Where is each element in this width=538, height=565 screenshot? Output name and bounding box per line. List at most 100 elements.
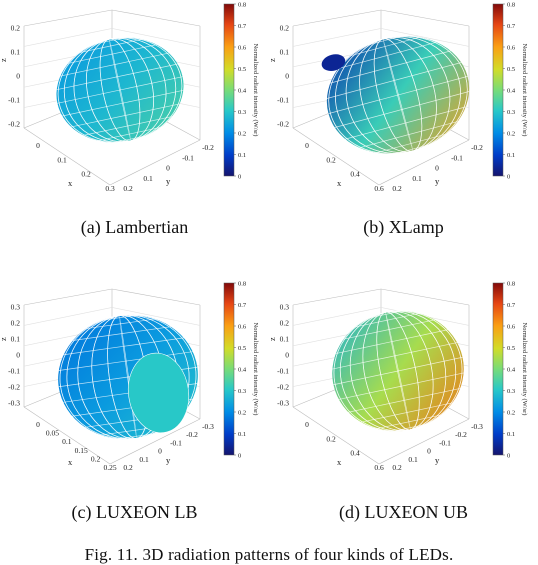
colorbar-tick-d: 0.7 xyxy=(507,302,516,309)
chart-caption-b: (b) XLamp xyxy=(363,217,444,237)
z-tick-a: 0 xyxy=(16,72,20,81)
chart-svg-a: 0.2 0.1 0 -0.1 -0.2 z 0 0.1 0.2 0.3 x 0.2 0.1 0 -0.1 -0… xyxy=(0,2,259,194)
y-tick-a: -0.2 xyxy=(202,143,214,152)
surface-b xyxy=(321,35,470,155)
z-tick-a: 0.1 xyxy=(11,48,21,57)
y-axis-label-a: y xyxy=(166,176,171,186)
figure-caption: Fig. 11. 3D radiation patterns of four k… xyxy=(84,545,454,564)
z-tick-a: -0.2 xyxy=(8,120,20,129)
chart-panel-a: 0.2 0.1 0 -0.1 -0.2 z 0 0.1 0.2 0.3 x 0.2 0.1 0 -0.1 -0… xyxy=(0,0,269,279)
colorbar-tick-b: 0.2 xyxy=(507,131,515,138)
z-tick-c: 0.3 xyxy=(11,303,21,312)
y-axis-label-b: y xyxy=(435,176,440,186)
colorbar-tick-c: 0.5 xyxy=(238,345,246,352)
z-axis-label-a: z xyxy=(0,58,8,62)
colorbar-tick-d: 0.3 xyxy=(507,388,515,395)
colorbar-label-c: Normalized radiant intensity (W/sr) xyxy=(252,323,259,416)
y-tick-c: -0.1 xyxy=(170,438,182,447)
z-tick-d: 0.1 xyxy=(280,335,290,344)
y-tick-d: 0.1 xyxy=(408,455,418,464)
x-tick-c: 0.05 xyxy=(46,429,59,438)
colorbar-tick-a: 0.6 xyxy=(238,45,247,52)
z-tick-c: -0.1 xyxy=(8,367,20,376)
colorbar-a: 0 0.1 0.2 0.3 0.4 0.5 0.6 0.7 0.8 Normalized radi… xyxy=(223,2,259,181)
colorbar-tick-a: 0.3 xyxy=(238,109,246,116)
x-tick-a: 0.3 xyxy=(105,184,115,193)
surface-a xyxy=(56,37,184,143)
colorbar-tick-d: 0.6 xyxy=(507,324,516,331)
colorbar-b: 0 0.1 0.2 0.3 0.4 0.5 0.6 0.7 0.8 Normalized radi… xyxy=(492,2,528,181)
y-tick-c: 0 xyxy=(158,447,162,456)
y-tick-d: -0.2 xyxy=(455,430,467,439)
chart-svg-d: 0.3 0.2 0.1 0 -0.1 -0.2 -0.3 z 0 0.2 0.4 0.6 x 0.2 0.1… xyxy=(269,281,528,473)
chart-caption-c: (c) LUXEON LB xyxy=(71,502,198,522)
x-tick-a: 0 xyxy=(36,141,40,150)
x-tick-c: 0.25 xyxy=(103,463,116,472)
y-tick-c: -0.3 xyxy=(202,422,214,431)
y-tick-a: 0 xyxy=(166,164,170,173)
colorbar-tick-a: 0.5 xyxy=(238,66,246,73)
y-tick-b: 0 xyxy=(435,164,439,173)
y-tick-a: 0.2 xyxy=(123,184,133,193)
z-tick-c: -0.2 xyxy=(8,383,20,392)
colorbar-label-a: Normalized radiant intensity (W/sr) xyxy=(252,44,259,137)
colorbar-tick-c: 0.8 xyxy=(238,281,246,288)
chart-panel-d: 0.3 0.2 0.1 0 -0.1 -0.2 -0.3 z 0 0.2 0.4 0.6 x 0.2 0.1… xyxy=(269,279,538,558)
z-tick-d: 0.3 xyxy=(280,303,290,312)
colorbar-tick-b: 0.5 xyxy=(507,66,515,73)
x-tick-a: 0.1 xyxy=(57,155,67,164)
y-tick-b: -0.2 xyxy=(471,143,483,152)
colorbar-tick-c: 0.6 xyxy=(238,324,247,331)
z-tick-a: -0.1 xyxy=(8,96,20,105)
surface-mesh-b xyxy=(326,35,470,155)
colorbar-bar-b xyxy=(492,3,504,177)
x-tick-c: 0 xyxy=(36,420,40,429)
colorbar-bar-d xyxy=(492,282,504,456)
x-tick-c: 0.2 xyxy=(91,454,101,463)
x-tick-d: 0.6 xyxy=(374,463,384,472)
chart-caption-d: (d) LUXEON UB xyxy=(339,502,468,522)
z-tick-c: 0.2 xyxy=(11,319,21,328)
colorbar-tick-c: 0.4 xyxy=(238,367,247,374)
z-axis-label-b: z xyxy=(269,58,277,62)
y-tick-c: 0.1 xyxy=(139,455,149,464)
z-tick-b: 0 xyxy=(285,72,289,81)
colorbar-tick-b: 0.6 xyxy=(507,45,516,52)
x-tick-c: 0.15 xyxy=(75,446,88,455)
x-tick-a: 0.2 xyxy=(81,170,91,179)
colorbar-tick-d: 0.8 xyxy=(507,281,515,288)
chart-svg-b: 0.2 0.1 0 -0.1 -0.2 z 0 0.2 0.4 0.6 x 0.2 0.1 0 -0.1 -0… xyxy=(269,2,528,194)
colorbar-tick-a: 0.8 xyxy=(238,2,246,9)
colorbar-tick-a: 0.7 xyxy=(238,23,247,30)
colorbar-label-b: Normalized radiant intensity (W/sr) xyxy=(521,44,528,137)
colorbar-tick-d: 0.2 xyxy=(507,410,515,417)
z-tick-c: -0.3 xyxy=(8,399,20,408)
colorbar-tick-b: 0.4 xyxy=(507,88,516,95)
z-tick-c: 0.1 xyxy=(11,335,21,344)
z-tick-b: -0.2 xyxy=(277,120,289,129)
colorbar-tick-a: 0 xyxy=(238,174,241,181)
chart-svg-c: 0.30.20.10-0.1-0.2-0.3z00.050.10.150.20.… xyxy=(0,281,259,473)
x-axis-label-c: x xyxy=(68,457,73,467)
chart-caption-a: (a) Lambertian xyxy=(80,217,189,237)
y-tick-d: -0.3 xyxy=(471,422,483,431)
z-tick-b: 0.2 xyxy=(280,24,290,33)
y-tick-b: 0.2 xyxy=(392,184,402,193)
y-tick-d: 0 xyxy=(427,447,431,456)
colorbar-label-d: Normalized radiant intensity (W/sr) xyxy=(521,323,528,416)
colorbar-c: 0 0.1 0.2 0.3 0.4 0.5 0.6 0.7 0.8 Normalized radi… xyxy=(223,281,259,460)
colorbar-d: 0 0.1 0.2 0.3 0.4 0.5 0.6 0.7 0.8 Normalized radi… xyxy=(492,281,528,460)
colorbar-tick-c: 0.7 xyxy=(238,302,247,309)
y-axis-label-d: y xyxy=(435,455,440,465)
colorbar-tick-b: 0.7 xyxy=(507,23,516,30)
y-tick-d: -0.1 xyxy=(439,438,451,447)
y-tick-c: 0.2 xyxy=(123,463,133,472)
colorbar-tick-c: 0.2 xyxy=(238,410,246,417)
z-tick-b: 0.1 xyxy=(280,48,290,57)
y-tick-b: -0.1 xyxy=(451,153,463,162)
z-tick-d: -0.2 xyxy=(277,383,289,392)
colorbar-tick-c: 0.3 xyxy=(238,388,246,395)
surface-c xyxy=(58,314,198,440)
x-tick-c: 0.1 xyxy=(62,437,72,446)
z-axis-label-d: z xyxy=(269,337,277,341)
